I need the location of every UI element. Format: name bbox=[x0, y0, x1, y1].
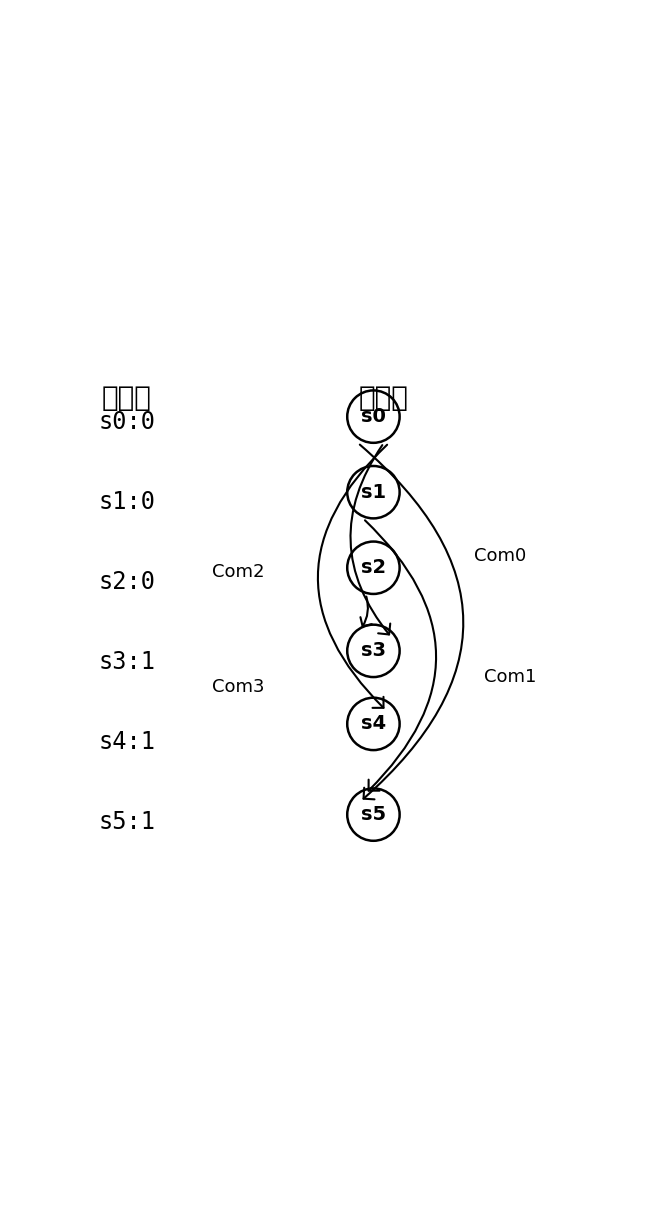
Text: Com3: Com3 bbox=[212, 678, 265, 697]
FancyArrowPatch shape bbox=[318, 445, 387, 708]
Text: s5: s5 bbox=[361, 805, 386, 825]
Text: s0:0: s0:0 bbox=[98, 409, 155, 434]
Text: Com2: Com2 bbox=[212, 563, 265, 580]
Text: s3: s3 bbox=[361, 642, 386, 660]
Text: 调度串: 调度串 bbox=[359, 383, 408, 412]
Text: s2: s2 bbox=[361, 558, 386, 578]
Text: s5:1: s5:1 bbox=[98, 810, 155, 834]
Text: s3:1: s3:1 bbox=[98, 650, 155, 673]
Text: s1: s1 bbox=[361, 483, 386, 501]
FancyArrowPatch shape bbox=[350, 445, 390, 634]
FancyArrowPatch shape bbox=[360, 445, 463, 799]
Text: 匹配串: 匹配串 bbox=[101, 383, 151, 412]
Text: Com0: Com0 bbox=[474, 547, 526, 565]
Text: s0: s0 bbox=[361, 407, 386, 426]
FancyArrowPatch shape bbox=[361, 596, 372, 627]
Text: s1:0: s1:0 bbox=[98, 490, 155, 514]
Text: s2:0: s2:0 bbox=[98, 570, 155, 594]
Text: s4: s4 bbox=[361, 714, 386, 734]
Text: Com1: Com1 bbox=[484, 669, 537, 686]
Text: s4:1: s4:1 bbox=[98, 730, 155, 755]
FancyArrowPatch shape bbox=[365, 520, 436, 790]
